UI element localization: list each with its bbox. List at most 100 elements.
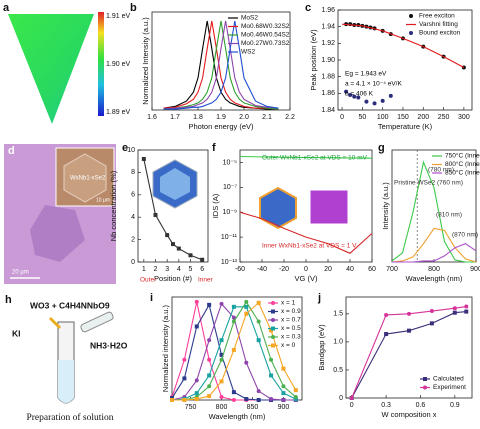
x-tick-label: 0: [304, 266, 308, 273]
series-line: [342, 23, 465, 68]
data-point: [231, 398, 236, 402]
colorbar-label: 1.91 eV: [106, 13, 130, 20]
data-point: [231, 347, 236, 352]
data-point: [256, 338, 261, 343]
y-tick-label: 10⁻⁵: [223, 159, 237, 166]
y-tick-label: 10⁻¹¹: [221, 234, 238, 241]
y-tick-label: 8: [131, 169, 135, 176]
y-tick-label: 1.90: [321, 57, 335, 64]
solution: [58, 360, 74, 403]
panel-d: d WxNb1-xSe2 10 µm 20 µm: [4, 144, 116, 284]
legend-marker: [409, 31, 413, 35]
panel-label: c: [305, 2, 311, 14]
pipette: [80, 311, 114, 333]
data-point: [244, 299, 249, 304]
y-tick-label: 10⁻¹³: [221, 259, 238, 266]
y-axis-label: Nb concentration (%): [109, 170, 118, 241]
legend-marker: [423, 377, 427, 381]
annotation: (870 nm): [452, 232, 478, 239]
hexagon-flake: [63, 153, 107, 203]
y-tick-label: 0: [339, 395, 343, 402]
x-tick-label: 800: [428, 266, 440, 273]
legend-label: WS2: [241, 49, 255, 56]
data-point: [194, 324, 199, 329]
data-point: [256, 389, 261, 394]
series-line: [391, 160, 476, 263]
annotation: a = 4.1 × 10⁻⁴ eV/K: [345, 81, 402, 88]
annotation: Inner: [198, 277, 214, 284]
x-tick-label: 60: [368, 266, 376, 273]
data-point: [207, 338, 212, 343]
legend-marker: [271, 301, 275, 305]
data-point: [219, 357, 224, 362]
data-point: [407, 311, 411, 316]
scale-label: 20 µm: [12, 270, 29, 276]
legend-marker: [271, 318, 275, 322]
y-tick-label: 2: [131, 236, 135, 243]
annotation: Eg = 1.943 eV: [345, 71, 387, 78]
legend-label: Mo0.68W0.32S2: [241, 23, 290, 30]
legend-label: Varshni fitting: [419, 21, 458, 28]
series-line: [391, 227, 477, 263]
y-tick-label: 1.0: [333, 339, 343, 346]
data-point: [194, 391, 199, 396]
data-point: [188, 253, 193, 258]
legend-label: 750°C (Inner): [445, 152, 480, 160]
data-point: [170, 398, 174, 402]
data-point: [194, 299, 199, 304]
series-line: [392, 243, 477, 263]
hexagon: [259, 186, 297, 230]
series-line: [239, 211, 373, 254]
data-point: [348, 93, 353, 97]
legend-label: Mo0.27W0.73S2: [241, 40, 290, 47]
reagent-label: KI: [12, 328, 21, 338]
data-point: [194, 397, 199, 402]
legend-label: Mo0.46W0.54S2: [241, 32, 290, 39]
annotation: Outer: [140, 277, 157, 284]
data-point: [281, 398, 286, 402]
y-tick-label: 1.92: [321, 40, 335, 47]
x-tick-label: 1.7: [170, 114, 180, 121]
data-point: [153, 212, 158, 217]
x-tick-label: 40: [346, 266, 354, 273]
y-axis-label: Intensity (a.u.): [381, 182, 390, 230]
data-point: [219, 379, 224, 384]
data-point: [452, 306, 457, 311]
data-point: [182, 376, 187, 381]
x-axis-label: Wavelength (nm): [209, 412, 266, 421]
plot-frame: [137, 149, 209, 263]
data-point: [231, 390, 236, 395]
data-point: [194, 378, 199, 383]
x-tick-label: 20: [324, 266, 332, 273]
x-tick-label: 2: [154, 266, 158, 273]
scale-label: 10 µm: [96, 197, 110, 203]
data-point: [244, 397, 249, 402]
hexagon: [160, 168, 190, 200]
data-point: [384, 332, 389, 337]
legend-label: Free exciton: [419, 13, 455, 20]
x-tick-label: -60: [235, 266, 245, 273]
reagent-label: WO3 + C4H4NNbO9: [30, 300, 110, 310]
data-point: [352, 94, 357, 99]
legend-marker: [271, 326, 275, 331]
legend-label: x = 1: [281, 300, 296, 307]
data-point: [349, 396, 354, 400]
panel-e-inset: [152, 159, 198, 209]
x-axis-label: VG (V): [295, 274, 318, 283]
data-point: [384, 312, 389, 317]
data-point: [344, 89, 349, 94]
data-point: [207, 357, 212, 362]
x-tick-label: 4: [177, 266, 181, 273]
legend-label: Bound exciton: [419, 30, 461, 37]
x-tick-label: 2.2: [285, 114, 295, 121]
x-tick-label: 1.8: [193, 114, 203, 121]
data-point: [256, 398, 261, 402]
legend-label: x = 0.7: [281, 317, 301, 324]
panel-label: h: [5, 294, 12, 306]
data-point: [452, 310, 457, 315]
y-axis-label: Peak position (eV): [309, 29, 318, 91]
x-tick-label: 0.3: [381, 402, 391, 409]
y-axis-label: IDS (A): [211, 193, 220, 218]
panel-label: g: [378, 142, 385, 154]
data-point: [269, 357, 274, 362]
